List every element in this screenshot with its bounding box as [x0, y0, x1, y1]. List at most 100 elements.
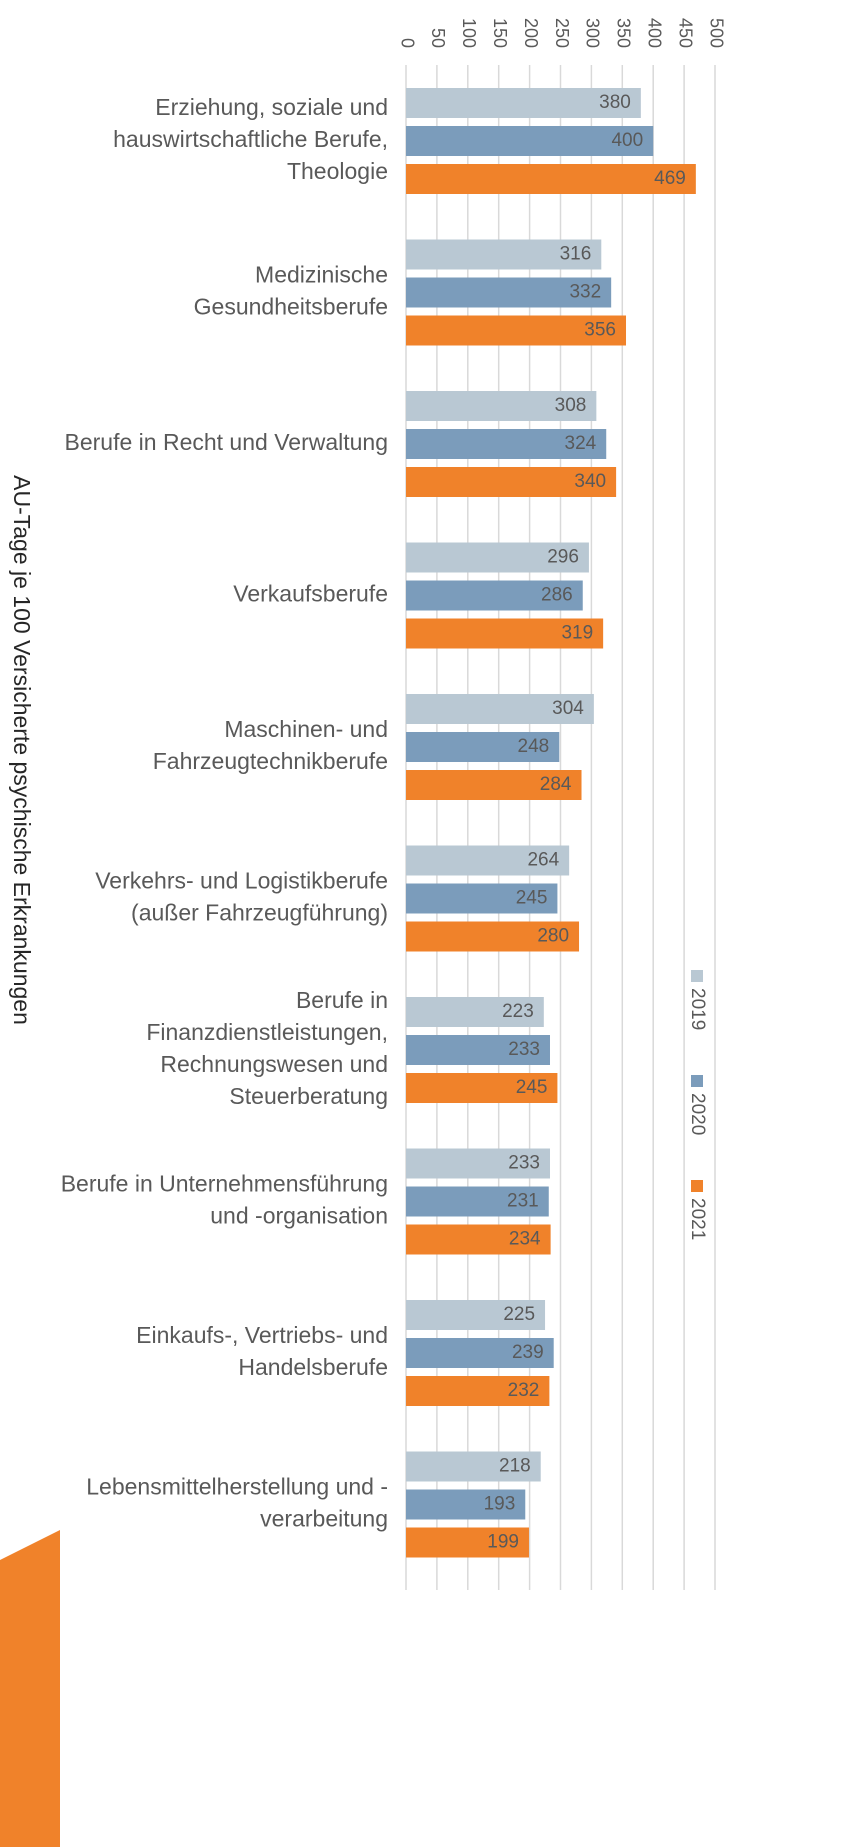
value-label: 225 — [503, 1304, 535, 1325]
category-line: Fahrzeugtechnikberufe — [153, 748, 388, 774]
bar — [406, 580, 583, 611]
y-axis-label: AU-Tage je 100 Versicherte psychische Er… — [9, 475, 35, 1025]
category-label: Medizinische Gesundheitsberufe — [194, 262, 388, 320]
category-label: Berufe in Recht und Verwaltung — [65, 429, 388, 455]
value-label: 280 — [537, 926, 569, 947]
category-line: Handelsberufe — [238, 1354, 388, 1380]
x-tick-label: 150 — [490, 18, 510, 48]
value-label: 233 — [508, 1039, 540, 1060]
x-tick-label: 400 — [644, 18, 664, 48]
bar — [406, 618, 604, 649]
legend-swatch — [691, 1075, 703, 1087]
legend-label: 2021 — [687, 1198, 708, 1240]
value-label: 239 — [512, 1342, 544, 1363]
value-label: 332 — [569, 282, 601, 303]
category-line: Berufe in Recht und Verwaltung — [65, 429, 388, 455]
value-label: 400 — [611, 130, 643, 151]
value-label: 223 — [502, 1001, 534, 1022]
value-label: 356 — [584, 320, 616, 341]
bar — [406, 277, 612, 308]
category-line: Maschinen- und — [224, 716, 388, 742]
category-line: Einkaufs-, Vertriebs- und — [136, 1322, 388, 1348]
logo — [0, 1530, 60, 1847]
bar — [406, 315, 627, 346]
x-tick-label: 300 — [583, 18, 603, 48]
bar — [406, 770, 582, 800]
bar — [406, 88, 641, 118]
bar — [406, 1035, 550, 1065]
category-label: Lebensmittelherstellung und - verarbeitun… — [86, 1474, 388, 1532]
value-label: 232 — [508, 1380, 540, 1401]
bar — [406, 126, 654, 156]
value-label: 286 — [541, 585, 573, 606]
bar — [406, 1073, 558, 1103]
x-tick-label: 50 — [428, 28, 448, 48]
x-tick-label: 100 — [459, 18, 479, 48]
bar — [406, 1451, 541, 1482]
category-label: Verkehrs- und Logistikberufe (außer Fahrz… — [95, 868, 388, 926]
bar — [406, 883, 558, 914]
category-line: Verkehrs- und Logistikberufe — [95, 868, 388, 894]
bar — [406, 239, 602, 270]
legend-swatch — [691, 970, 703, 982]
category-label: Erziehung, soziale und hauswirtschaftlich… — [113, 94, 388, 184]
value-label: 193 — [484, 1494, 516, 1515]
bar — [406, 391, 597, 421]
category-line: und -organisation — [210, 1203, 388, 1229]
category-line: (außer Fahrzeugführung) — [131, 900, 388, 926]
category-line: verarbeitung — [260, 1506, 388, 1532]
value-label: 308 — [555, 395, 587, 416]
value-label: 218 — [499, 1456, 531, 1477]
value-label: 316 — [560, 244, 592, 265]
value-label: 264 — [527, 850, 559, 871]
x-tick-label: 0 — [397, 38, 417, 48]
value-label: 319 — [561, 623, 593, 644]
bar — [406, 429, 607, 459]
category-label: Einkaufs-, Vertriebs- und Handelsberufe — [136, 1322, 388, 1380]
value-label: 245 — [516, 888, 548, 909]
category-line: Erziehung, soziale und — [155, 94, 388, 120]
x-tick-label: 200 — [521, 18, 541, 48]
category-label: Maschinen- und Fahrzeugtechnikberufe — [153, 716, 388, 774]
value-label: 324 — [565, 433, 597, 454]
category-line: Theologie — [287, 158, 388, 184]
category-line: hauswirtschaftliche Berufe, — [113, 126, 388, 152]
x-tick-label: 500 — [706, 18, 726, 48]
bar — [406, 845, 570, 876]
value-label: 380 — [599, 92, 631, 113]
value-label: 234 — [509, 1229, 541, 1250]
bar — [406, 1186, 549, 1217]
value-label: 245 — [516, 1077, 548, 1098]
category-label: Verkaufsberufe — [233, 581, 388, 607]
category-line: Medizinische — [255, 262, 388, 288]
bar — [406, 1338, 554, 1368]
bar — [406, 1300, 546, 1330]
legend-swatch — [691, 1180, 703, 1192]
x-tick-label: 350 — [614, 18, 634, 48]
value-label: 296 — [547, 547, 579, 568]
bar — [406, 1376, 550, 1406]
bar — [406, 732, 560, 762]
category-line: Verkaufsberufe — [233, 581, 388, 607]
category-line: Rechnungswesen und — [160, 1051, 388, 1077]
category-line: Steuerberatung — [229, 1083, 388, 1109]
value-label: 284 — [540, 774, 572, 795]
legend-label: 2019 — [687, 988, 708, 1030]
value-label: 199 — [487, 1532, 519, 1553]
bar — [406, 694, 594, 724]
x-tick-label: 450 — [675, 18, 695, 48]
category-label: Berufe in Unternehmensführung und -organi… — [61, 1171, 388, 1229]
value-label: 248 — [518, 736, 550, 757]
bar — [406, 1224, 551, 1255]
bar — [406, 1148, 550, 1179]
value-label: 304 — [552, 698, 584, 719]
bar — [406, 921, 580, 952]
category-line: Berufe in — [296, 987, 388, 1013]
value-label: 233 — [508, 1153, 540, 1174]
bar — [406, 467, 617, 497]
legend-label: 2020 — [687, 1093, 708, 1135]
category-label: Berufe in Finanzdienstleistungen, Rechnung… — [146, 987, 388, 1109]
bar — [406, 1489, 526, 1520]
x-tick-label: 250 — [552, 18, 572, 48]
category-line: Finanzdienstleistungen, — [146, 1019, 388, 1045]
